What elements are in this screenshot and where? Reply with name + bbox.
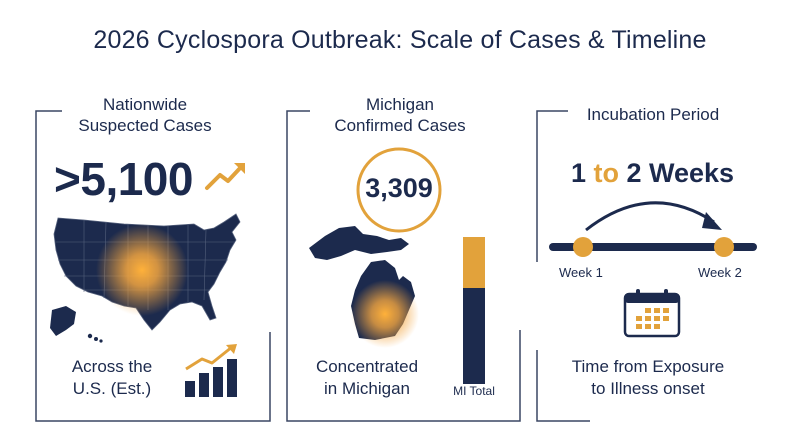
week-1-label: Week 1 — [559, 265, 603, 280]
bar-chart-growth-icon — [185, 344, 237, 397]
michigan-cases-circle — [356, 147, 442, 233]
michigan-caption: Concentrated in Michigan — [315, 357, 419, 398]
calendar-icon — [623, 289, 681, 338]
us-map-icon — [50, 213, 241, 343]
nationwide-heading: Nationwide Suspected Cases — [78, 95, 212, 135]
bar-fill-accent — [463, 237, 485, 288]
week-2-label: Week 2 — [698, 265, 742, 280]
michigan-map-icon — [309, 226, 419, 348]
michigan-heading: Michigan Confirmed Cases — [334, 95, 466, 135]
incubation-heading: Incubation Period — [586, 105, 720, 124]
michigan-cases-value: 3,309 — [365, 173, 433, 203]
curved-arrow-icon — [585, 201, 722, 232]
incubation-panel-frame — [536, 110, 568, 262]
michigan-total-bar — [463, 237, 485, 384]
michigan-bar-label: MI Total — [453, 384, 495, 398]
nationwide-caption: Across the U.S. (Est.) — [71, 357, 153, 398]
michigan-panel-frame — [286, 110, 521, 422]
page-title: 2026 Cyclospora Outbreak: Scale of Cases… — [93, 26, 707, 54]
nationwide-cases-value: >5,100 — [54, 153, 193, 205]
incubation-caption: Time from Exposure to Illness onset — [571, 357, 725, 398]
incubation-range: 1 to 2 Weeks — [570, 158, 735, 188]
trend-up-arrow-icon — [205, 163, 245, 190]
week-1-marker — [573, 237, 593, 257]
week-2-marker — [714, 237, 734, 257]
nationwide-panel-frame — [35, 110, 271, 422]
incubation-timeline — [549, 237, 757, 257]
bar-fill-navy — [463, 288, 485, 384]
